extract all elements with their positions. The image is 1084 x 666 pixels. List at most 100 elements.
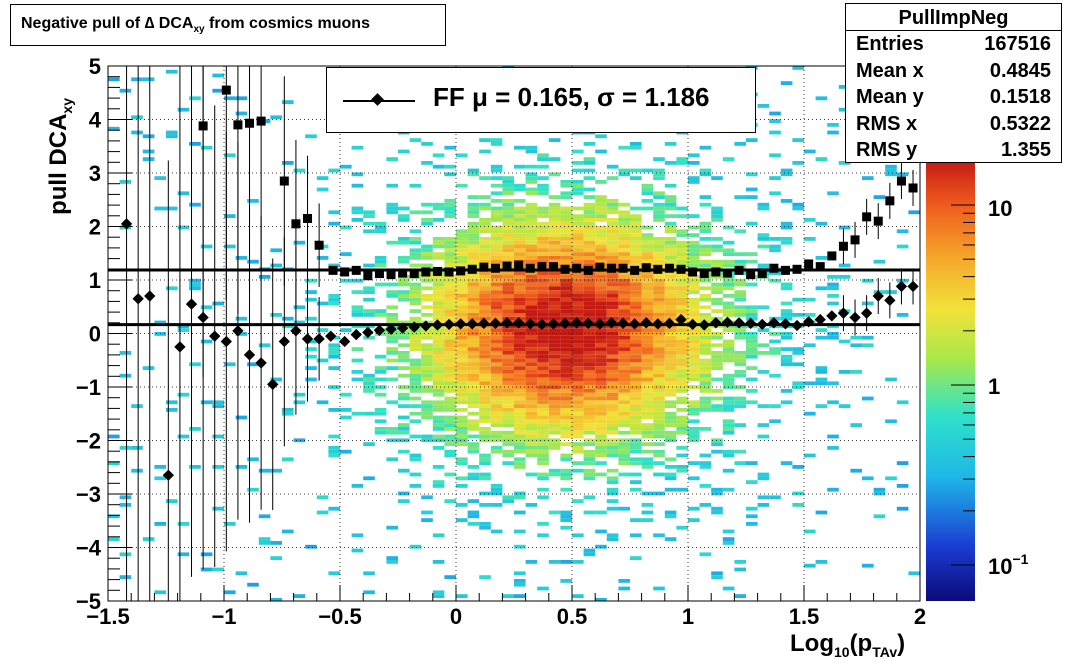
data-markers <box>120 66 919 601</box>
data-point-diamond <box>744 317 757 329</box>
data-point-square <box>490 263 500 273</box>
data-point-square <box>537 262 547 272</box>
data-point-square <box>722 268 732 278</box>
y-tick-label: −5 <box>76 589 101 614</box>
data-point-square <box>862 212 872 222</box>
y-tick-label: 5 <box>89 54 101 79</box>
data-point-square <box>746 270 756 280</box>
data-point-diamond <box>255 357 267 369</box>
data-point-diamond <box>907 280 919 293</box>
y-tick-label: 3 <box>89 161 101 186</box>
legend-diamond-marker <box>371 93 384 106</box>
data-point-square <box>885 196 895 206</box>
stats-value: 0.4845 <box>989 59 1051 82</box>
y-tick-label: −2 <box>76 429 101 454</box>
data-point-diamond <box>408 321 420 333</box>
stats-value: 1.355 <box>1000 139 1051 161</box>
y-tick-label: 0 <box>89 322 101 347</box>
data-point-diamond <box>675 313 687 326</box>
stats-label: RMS x <box>856 112 918 135</box>
y-tick-label: −3 <box>76 482 101 507</box>
axis-ticks: −1.5 −1 −0.5 0 0.5 1 1.5 2 5 4 3 2 1 0 −1 −2 −3 −4 −5 <box>76 54 926 629</box>
data-point-diamond <box>860 307 873 319</box>
y-tick-label: 1 <box>89 268 101 293</box>
data-point-square <box>641 263 651 273</box>
data-point-diamond <box>849 311 861 324</box>
data-point-diamond <box>174 341 186 353</box>
data-point-diamond <box>872 290 884 302</box>
data-point-square <box>421 267 431 277</box>
data-point-square <box>804 259 814 269</box>
x-tick-label: −1.5 <box>86 604 129 629</box>
data-point-square <box>256 116 266 126</box>
stats-label: Entries <box>856 33 924 55</box>
title-suffix: from cosmics muons <box>204 15 370 32</box>
data-point-square <box>279 176 289 186</box>
data-point-diamond <box>559 317 571 329</box>
stats-label: Mean y <box>856 86 924 108</box>
colorbar-label-0.1: 10−1 <box>988 551 1029 579</box>
data-point-diamond <box>698 319 710 331</box>
data-point-diamond <box>512 317 525 329</box>
x-tick-label: 1.5 <box>789 604 820 629</box>
data-point-square <box>595 262 605 272</box>
data-point-diamond <box>162 469 174 481</box>
data-point-square <box>630 265 640 275</box>
stats-row: Entries 167516 <box>846 31 1061 58</box>
data-point-diamond <box>652 318 664 330</box>
data-point-diamond <box>628 318 641 330</box>
xlabel-mid: (p <box>849 630 873 657</box>
data-point-diamond <box>350 328 362 341</box>
data-point-diamond <box>290 325 302 337</box>
data-point-diamond <box>301 333 314 345</box>
x-tick-label: −0.5 <box>318 604 361 629</box>
data-point-diamond <box>466 318 478 330</box>
data-point-diamond <box>536 318 548 331</box>
data-point-square <box>386 270 396 280</box>
data-point-square <box>340 267 350 277</box>
data-point-diamond <box>814 313 826 326</box>
data-point-diamond <box>313 333 325 345</box>
title-prefix: Negative pull of ∆ DCA <box>21 15 194 32</box>
stats-label: Mean x <box>856 59 924 82</box>
data-point-square <box>734 265 744 275</box>
data-point-square <box>409 269 419 279</box>
data-point-diamond <box>338 335 351 348</box>
colorbar-label-1: 1 <box>988 374 1000 399</box>
data-point-square <box>676 264 686 274</box>
stats-row: RMS x 0.5322 <box>846 111 1061 138</box>
heatmap-cells <box>108 66 920 601</box>
data-point-diamond <box>617 317 629 329</box>
stats-value: 0.1518 <box>989 86 1051 108</box>
colorbar-ticks <box>951 204 975 566</box>
data-point-diamond <box>185 298 198 310</box>
data-point-diamond <box>362 326 374 339</box>
data-point-diamond <box>278 335 290 348</box>
ylabel-sub: xy <box>58 97 75 114</box>
data-point-diamond <box>895 280 908 293</box>
data-point-square <box>699 269 709 279</box>
data-point-square <box>873 216 883 226</box>
data-point-diamond <box>779 318 792 330</box>
data-point-square <box>815 262 825 272</box>
x-tick-label: 0.5 <box>557 604 588 629</box>
data-point-square <box>245 118 255 128</box>
data-point-square <box>303 213 313 223</box>
data-point-diamond <box>443 318 455 331</box>
data-point-square <box>328 265 338 275</box>
data-point-diamond <box>802 316 815 328</box>
stats-row: RMS y 1.355 <box>846 137 1061 164</box>
data-point-diamond <box>232 325 244 337</box>
data-point-square <box>688 267 698 277</box>
data-point-diamond <box>267 378 279 390</box>
data-point-diamond <box>605 317 618 329</box>
data-point-diamond <box>489 317 502 329</box>
colorbar-label-10: 10 <box>988 196 1012 221</box>
x-tick-label: 0 <box>450 604 462 629</box>
data-point-square <box>456 266 466 276</box>
data-point-square <box>896 176 906 186</box>
y-tick-label: −4 <box>76 536 102 561</box>
data-point-square <box>467 264 477 274</box>
data-point-diamond <box>721 316 734 328</box>
stats-label: RMS y <box>856 139 918 161</box>
